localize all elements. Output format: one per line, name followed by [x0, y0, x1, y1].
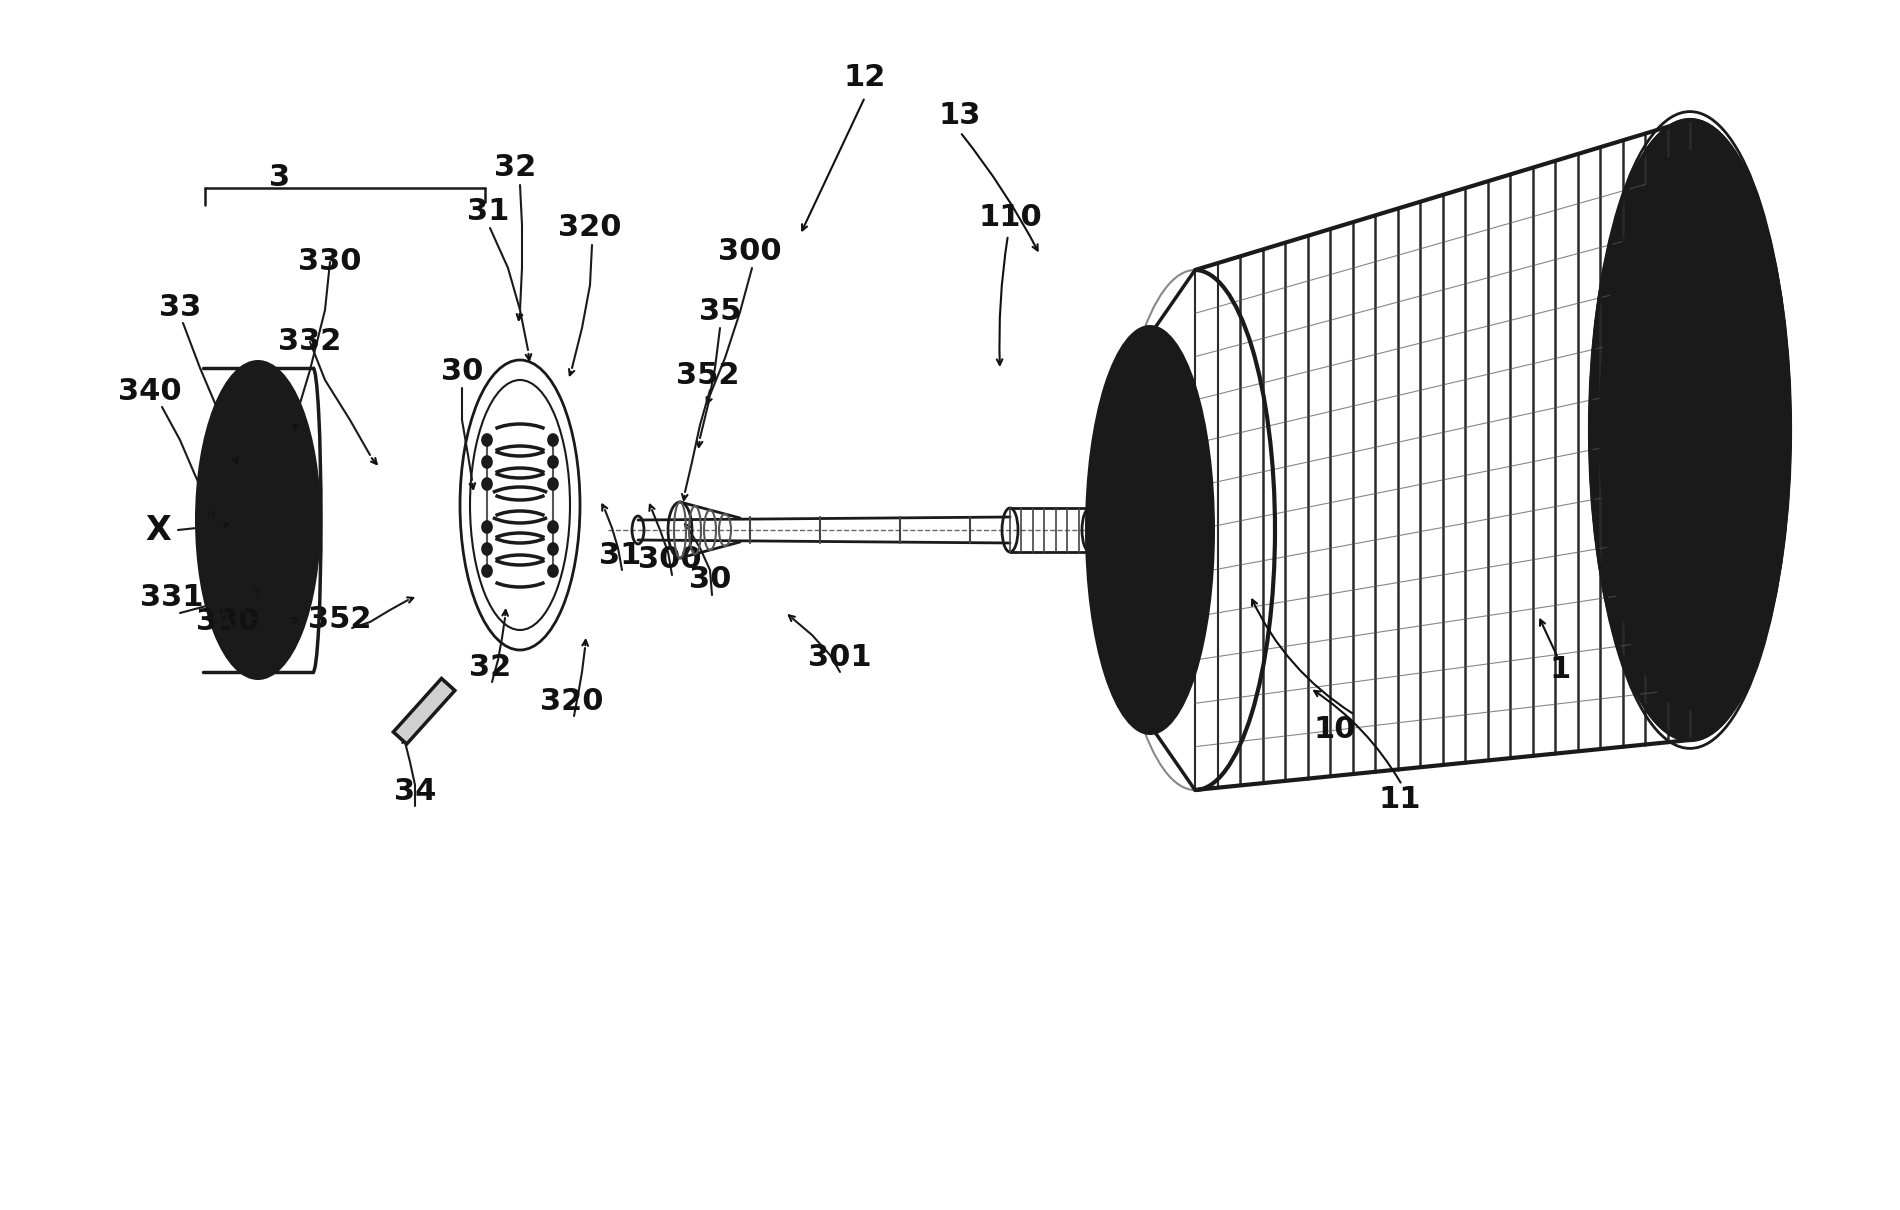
Text: 30: 30	[441, 357, 483, 386]
Text: 3: 3	[270, 163, 291, 192]
Ellipse shape	[483, 543, 492, 555]
Text: 300: 300	[638, 546, 701, 575]
Text: 34: 34	[393, 778, 437, 807]
Ellipse shape	[547, 543, 559, 555]
Text: 330: 330	[298, 248, 361, 277]
Ellipse shape	[483, 456, 492, 468]
Ellipse shape	[1590, 120, 1790, 741]
Ellipse shape	[547, 565, 559, 577]
Text: 31: 31	[598, 541, 640, 570]
Ellipse shape	[483, 522, 492, 532]
Text: 331: 331	[141, 583, 203, 612]
Text: 300: 300	[718, 237, 781, 266]
Ellipse shape	[483, 434, 492, 446]
Text: 31: 31	[467, 197, 509, 226]
Text: 110: 110	[978, 203, 1041, 232]
Text: 320: 320	[559, 213, 621, 242]
Text: 11: 11	[1379, 785, 1421, 814]
Text: 13: 13	[939, 100, 980, 129]
Text: 12: 12	[844, 63, 885, 92]
Text: 352: 352	[308, 605, 372, 634]
Ellipse shape	[1085, 325, 1214, 734]
Ellipse shape	[547, 434, 559, 446]
Text: 340: 340	[118, 378, 182, 407]
Text: 35: 35	[699, 298, 741, 327]
Ellipse shape	[256, 636, 270, 652]
Text: 320: 320	[540, 687, 604, 716]
Text: 10: 10	[1313, 715, 1357, 744]
Text: 301: 301	[808, 644, 872, 673]
Ellipse shape	[547, 456, 559, 468]
Text: 330: 330	[196, 607, 260, 636]
Polygon shape	[393, 679, 454, 744]
Text: 332: 332	[277, 328, 342, 357]
Text: 30: 30	[690, 565, 732, 594]
Text: 1: 1	[1548, 656, 1571, 685]
Text: 33: 33	[160, 294, 201, 323]
Ellipse shape	[1600, 151, 1780, 709]
Ellipse shape	[547, 522, 559, 532]
Ellipse shape	[196, 361, 321, 680]
Text: 32: 32	[469, 653, 511, 682]
Text: 32: 32	[494, 154, 536, 183]
Ellipse shape	[483, 478, 492, 490]
Ellipse shape	[483, 565, 492, 577]
Ellipse shape	[547, 478, 559, 490]
Text: X: X	[144, 513, 171, 547]
Text: 352: 352	[676, 361, 739, 390]
